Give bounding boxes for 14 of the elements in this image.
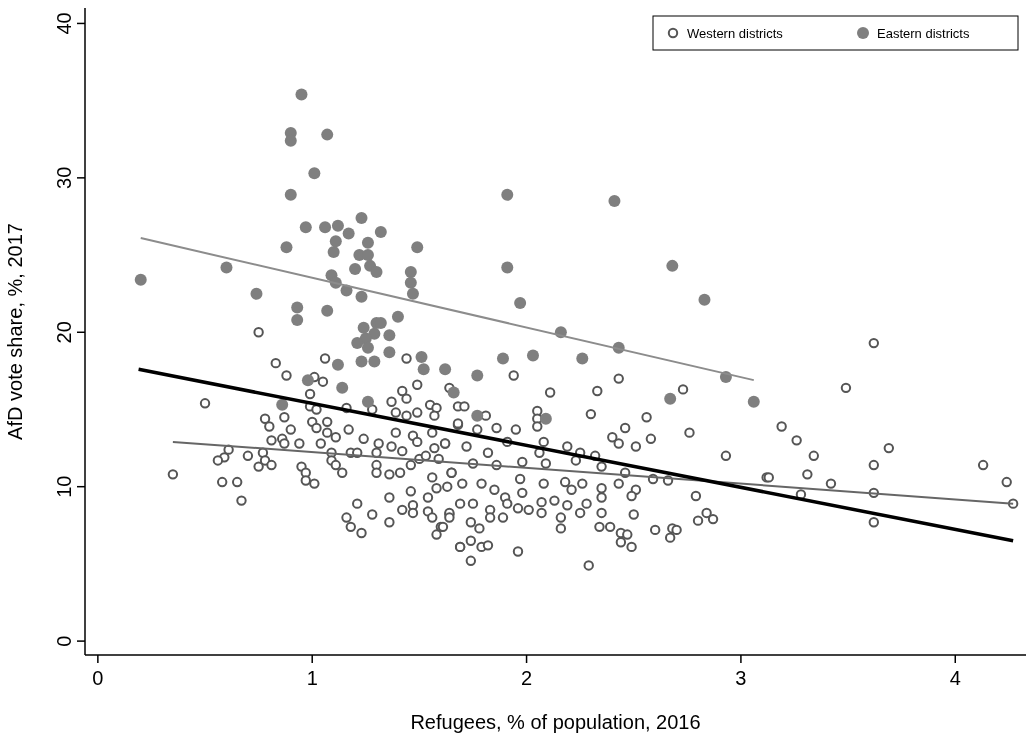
y-tick-label: 10 [53,475,75,498]
x-axis-title: Refugees, % of population, 2016 [410,711,701,733]
x-tick-label: 2 [521,667,533,689]
y-tick-label: 30 [53,166,75,189]
y-tick-label: 0 [53,635,75,647]
y-tick-label: 40 [53,12,75,35]
x-tick-label: 0 [92,667,104,689]
x-tick-label: 1 [306,667,318,689]
y-axis-title: AfD vote share, %, 2017 [4,223,26,440]
legend-label: Eastern districts [877,26,970,41]
legend-label: Western districts [687,26,784,41]
x-tick-label: 4 [949,667,961,689]
x-tick-label: 3 [735,667,747,689]
y-tick-label: 20 [53,321,75,344]
